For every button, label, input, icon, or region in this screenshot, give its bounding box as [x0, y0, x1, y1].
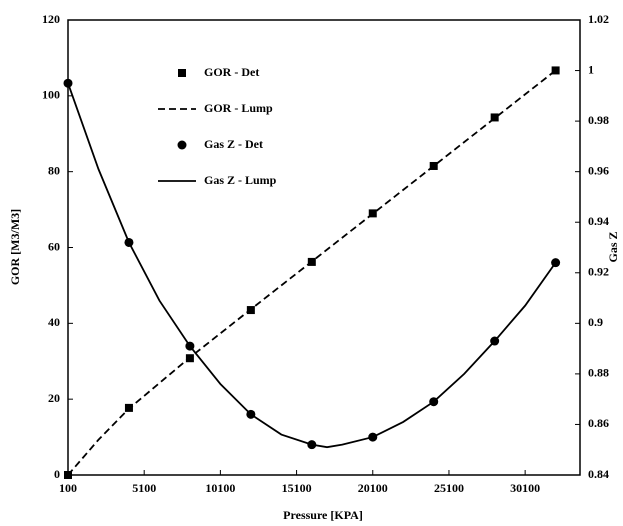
legend-marker: [177, 140, 187, 150]
y2-tick-label: 0.96: [588, 163, 609, 177]
legend-label: GOR - Det: [204, 65, 259, 79]
series-line: [67, 69, 557, 476]
y2-tick-label: 0.92: [588, 265, 609, 279]
data-point: [490, 113, 499, 122]
x-tick-label: 30100: [510, 481, 540, 495]
y-tick-label: 120: [42, 12, 60, 26]
y2-tick-label: 0.88: [588, 366, 609, 380]
x-tick-label: 10100: [205, 481, 235, 495]
y-tick-label: 100: [42, 88, 60, 102]
y2-tick-label: 1: [588, 62, 594, 76]
legend-label: Gas Z - Lump: [204, 173, 277, 187]
y2-tick-label: 0.94: [588, 214, 609, 228]
x-tick-label: 100: [59, 481, 77, 495]
legend-marker: [178, 69, 186, 77]
y2-axis-title: Gas Z: [606, 231, 620, 262]
data-point: [551, 66, 560, 75]
y-tick-label: 0: [54, 467, 60, 481]
y2-tick-label: 0.84: [588, 467, 609, 481]
y2-tick-label: 0.9: [588, 315, 603, 329]
series-line: [67, 82, 557, 449]
y2-tick-label: 0.86: [588, 416, 609, 430]
y-tick-label: 60: [48, 239, 60, 253]
x-tick-label: 20100: [358, 481, 388, 495]
y2-tick-label: 1.02: [588, 12, 609, 26]
legend-label: Gas Z - Det: [204, 137, 263, 151]
y-tick-label: 80: [48, 163, 60, 177]
plot-frame: [67, 19, 581, 476]
x-tick-label: 15100: [282, 481, 312, 495]
legend-label: GOR - Lump: [204, 101, 273, 115]
x-axis-title: Pressure [KPA]: [283, 508, 363, 522]
y-tick-label: 40: [48, 315, 60, 329]
x-tick-label: 5100: [132, 481, 156, 495]
y-tick-label: 20: [48, 391, 60, 405]
y2-tick-label: 0.98: [588, 113, 609, 127]
y-axis-title: GOR [M3/M3]: [8, 209, 22, 285]
x-tick-label: 25100: [434, 481, 464, 495]
